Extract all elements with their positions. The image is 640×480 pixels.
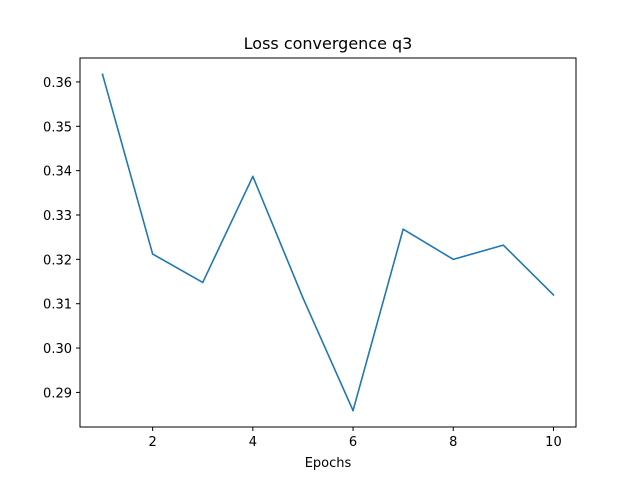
data-point	[402, 228, 404, 230]
y-tick-label: 0.36	[43, 76, 72, 91]
y-tick-label: 0.34	[43, 165, 72, 180]
y-tick-label: 0.35	[43, 120, 72, 135]
data-point	[101, 73, 104, 76]
plot-area-frame	[79, 57, 577, 428]
x-axis-ticks: 2 4 6 8 10	[149, 427, 562, 450]
y-tick-label: 0.33	[43, 209, 72, 224]
data-point	[452, 258, 455, 261]
y-tick-label: 0.30	[43, 342, 72, 357]
y-axis-ticks: 0.29 0.30 0.31 0.32 0.33 0.34 0.35 0.36	[43, 76, 80, 401]
series-line	[101, 73, 555, 412]
data-point	[201, 281, 204, 284]
y-tick-label: 0.29	[43, 386, 72, 401]
data-point	[151, 253, 154, 255]
y-tick-label: 0.32	[43, 253, 72, 268]
x-tick-label: 4	[249, 435, 257, 450]
data-point	[252, 175, 254, 178]
series-layer	[101, 73, 555, 412]
x-tick-label: 8	[449, 435, 457, 450]
y-tick-label: 0.31	[43, 298, 72, 313]
data-point	[552, 294, 555, 296]
data-point	[352, 409, 354, 412]
x-tick-label: 2	[149, 435, 157, 450]
data-point	[302, 297, 304, 299]
data-point	[502, 244, 505, 246]
x-axis-label: Epochs	[305, 456, 352, 471]
x-tick-label: 6	[349, 435, 357, 450]
chart-title: Loss convergence q3	[244, 34, 413, 53]
x-tick-label: 10	[545, 435, 562, 450]
